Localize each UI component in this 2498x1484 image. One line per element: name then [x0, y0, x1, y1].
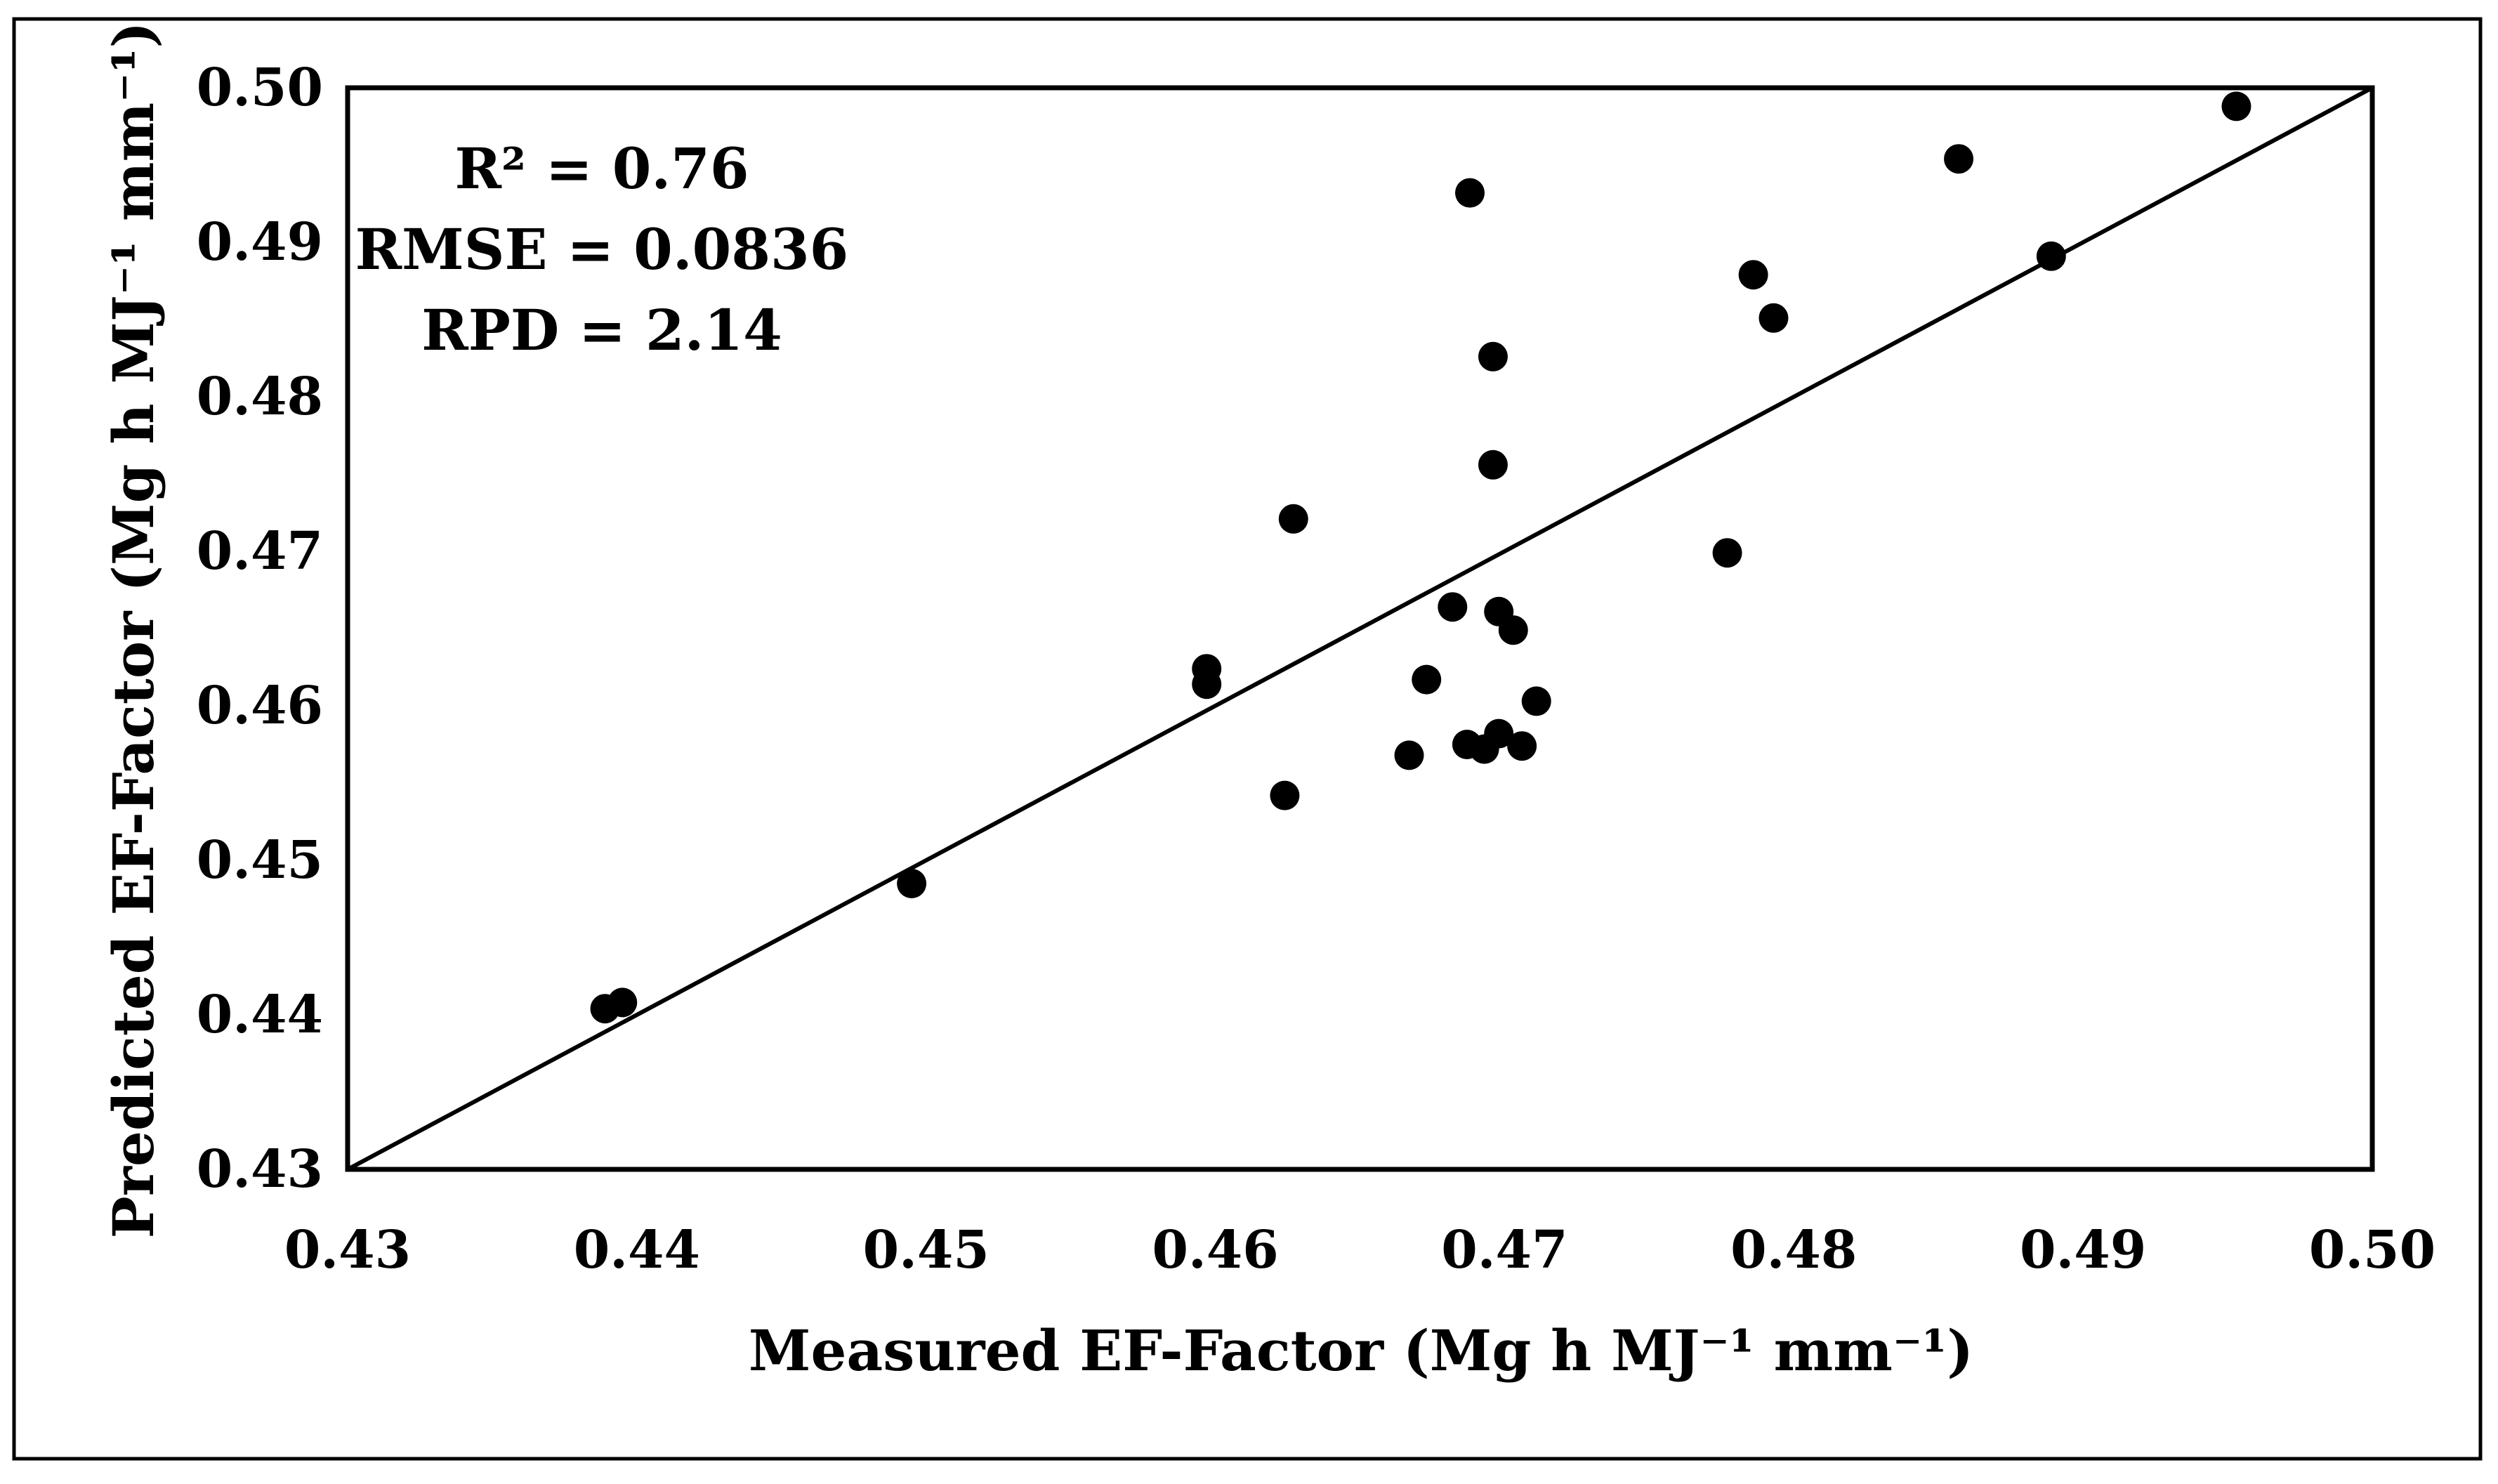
data-point	[1738, 260, 1768, 290]
x-tick-label: 0.46	[1152, 1220, 1278, 1280]
data-point	[1507, 731, 1537, 761]
data-point	[2221, 91, 2252, 122]
data-point	[1478, 341, 1508, 372]
outer-frame	[12, 17, 2483, 1461]
x-tick-label: 0.43	[284, 1220, 411, 1280]
data-point	[1412, 664, 1442, 695]
data-point	[1498, 615, 1528, 645]
y-tick-label: 0.44	[197, 985, 323, 1045]
data-point	[1759, 303, 1789, 333]
data-points	[590, 91, 2252, 1024]
y-tick-labels: 0.43 0.44 0.45 0.46 0.47 0.48 0.49 0.50	[197, 58, 323, 1200]
data-point	[897, 869, 927, 898]
x-tick-labels: 0.43 0.44 0.45 0.46 0.47 0.48 0.49 0.50	[284, 1220, 2435, 1280]
x-tick-label: 0.45	[863, 1220, 990, 1280]
data-point	[1478, 449, 1508, 480]
x-tick-label: 0.44	[574, 1220, 700, 1280]
y-tick-label: 0.50	[197, 58, 323, 118]
one-to-one-line	[346, 86, 2374, 1171]
y-tick-label: 0.45	[197, 830, 323, 891]
x-tick-label: 0.47	[1441, 1220, 1567, 1280]
data-point	[1394, 740, 1424, 770]
y-axis-title: Predicted EF-Factor (Mg h MJ⁻¹ mm⁻¹)	[100, 22, 166, 1239]
data-point	[607, 987, 638, 1018]
y-tick-label: 0.49	[197, 212, 323, 272]
data-point	[1521, 686, 1551, 716]
rmse-annotation: RMSE = 0.0836	[355, 216, 849, 282]
y-tick-label: 0.47	[197, 521, 323, 582]
data-point	[1270, 780, 1300, 810]
data-point	[1278, 504, 1308, 534]
data-point	[1455, 178, 1485, 208]
y-tick-label: 0.46	[197, 676, 323, 736]
data-point	[1484, 718, 1514, 749]
rpd-annotation: RPD = 2.14	[421, 297, 782, 363]
x-tick-label: 0.49	[2020, 1220, 2146, 1280]
x-tick-label: 0.50	[2309, 1220, 2435, 1280]
plot-area	[345, 85, 2375, 1172]
data-point	[1438, 592, 1468, 622]
r2-annotation: R² = 0.76	[454, 136, 749, 202]
x-axis-title: Measured EF-Factor (Mg h MJ⁻¹ mm⁻¹)	[749, 1318, 1973, 1384]
data-point	[1944, 144, 1974, 174]
x-tick-label: 0.48	[1730, 1220, 1857, 1280]
y-tick-label: 0.48	[197, 367, 323, 427]
y-tick-label: 0.43	[197, 1139, 323, 1200]
data-point	[2036, 241, 2066, 271]
data-point	[1712, 538, 1742, 568]
data-point	[1192, 669, 1222, 700]
